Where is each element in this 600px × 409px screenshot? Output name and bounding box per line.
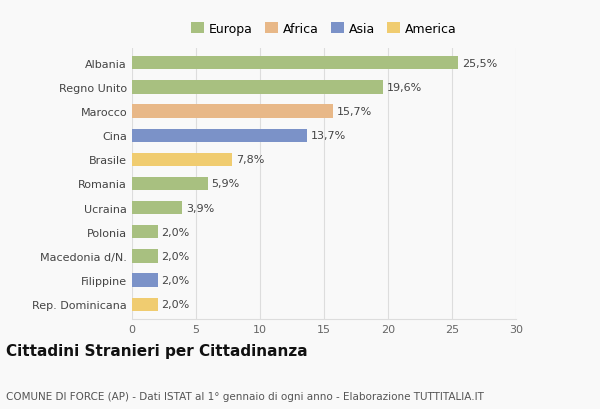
Text: 2,0%: 2,0% (161, 299, 190, 310)
Text: 19,6%: 19,6% (387, 83, 422, 92)
Text: 25,5%: 25,5% (462, 58, 497, 69)
Bar (132, 226, 158, 239)
Bar (132, 250, 158, 263)
Bar (132, 153, 232, 166)
Bar (132, 178, 208, 191)
Bar (132, 298, 158, 311)
Text: 2,0%: 2,0% (161, 227, 190, 237)
Text: 5,9%: 5,9% (211, 179, 239, 189)
Text: 7,8%: 7,8% (236, 155, 264, 165)
Text: 15,7%: 15,7% (337, 107, 372, 117)
Bar (132, 129, 307, 142)
Text: 2,0%: 2,0% (161, 252, 190, 261)
Legend: Europa, Africa, Asia, America: Europa, Africa, Asia, America (187, 18, 461, 40)
Text: COMUNE DI FORCE (AP) - Dati ISTAT al 1° gennaio di ogni anno - Elaborazione TUTT: COMUNE DI FORCE (AP) - Dati ISTAT al 1° … (6, 391, 484, 401)
Text: 2,0%: 2,0% (161, 276, 190, 285)
Text: Cittadini Stranieri per Cittadinanza: Cittadini Stranieri per Cittadinanza (6, 343, 308, 358)
Text: 3,9%: 3,9% (186, 203, 214, 213)
Bar (132, 202, 182, 215)
Text: 13,7%: 13,7% (311, 131, 346, 141)
Bar (132, 274, 158, 287)
Bar (132, 57, 458, 70)
Bar (132, 105, 333, 118)
Bar (132, 81, 383, 94)
